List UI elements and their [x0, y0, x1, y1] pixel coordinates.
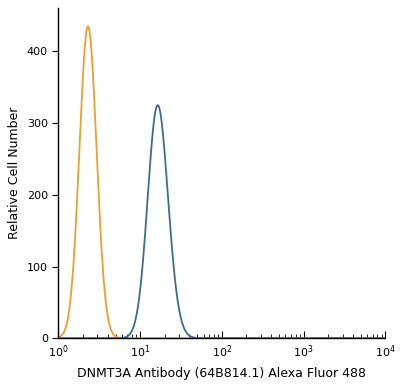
- Y-axis label: Relative Cell Number: Relative Cell Number: [8, 107, 21, 239]
- X-axis label: DNMT3A Antibody (64B814.1) Alexa Fluor 488: DNMT3A Antibody (64B814.1) Alexa Fluor 4…: [77, 367, 366, 380]
